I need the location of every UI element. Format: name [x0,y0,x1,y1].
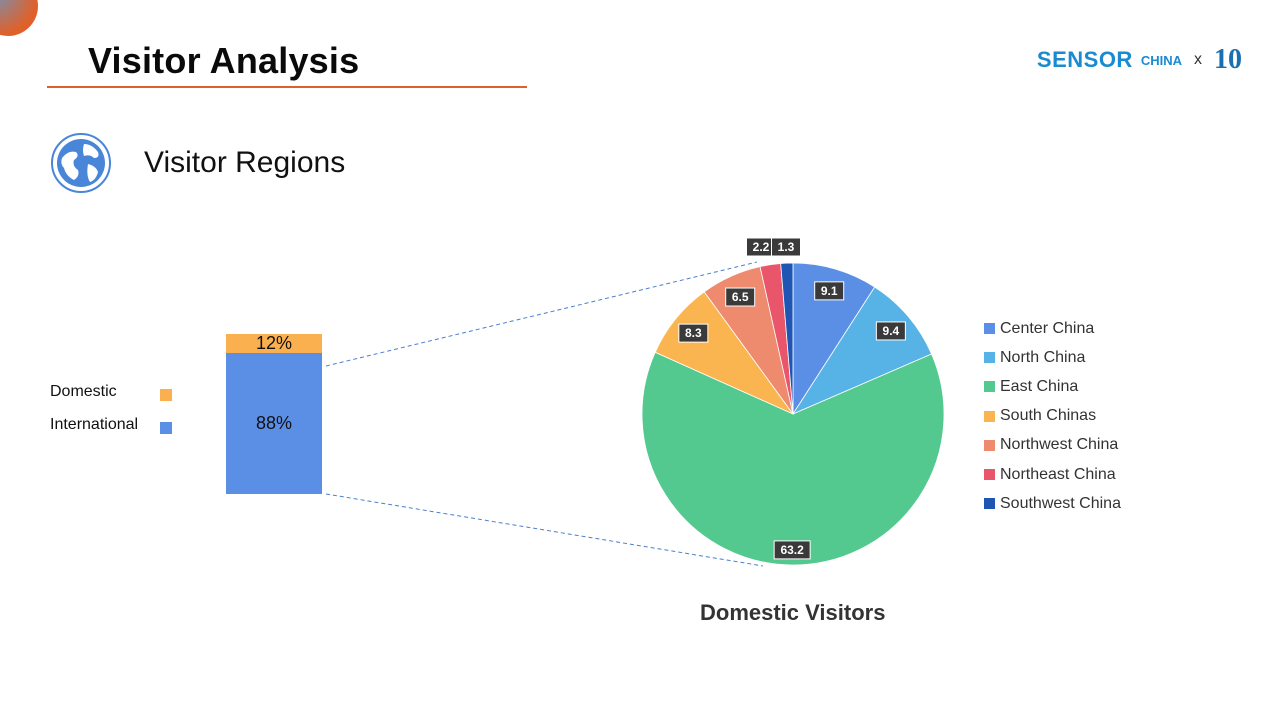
pie-data-label: 2.2 [746,237,776,257]
logo-separator: x [1194,51,1202,68]
connector-line-bottom [325,493,764,567]
legend-label: North China [1000,348,1086,366]
svg-text:6.5: 6.5 [732,290,749,304]
page-title: Visitor Analysis [88,40,360,81]
svg-text:9.4: 9.4 [883,324,900,338]
legend-swatch [984,469,995,481]
legend-item: Southwest China [984,489,1121,518]
pie-slice [792,262,876,416]
pie-data-label: 63.2 [773,540,811,560]
svg-text:9.1: 9.1 [821,284,838,298]
title-underline [47,86,527,88]
brand-logo: SENSOR CHINA x 10 [1037,42,1242,78]
legend-label: Southwest China [1000,494,1121,512]
pie-slice [780,262,794,415]
pie-legend: Center China North China East China Sout… [984,314,1121,518]
legend-label: Northwest China [1000,436,1119,454]
svg-text:8.3: 8.3 [685,326,702,340]
pie-slice [791,286,933,415]
pie-data-label: 6.5 [725,287,756,307]
legend-item: South Chinas [984,402,1121,431]
svg-text:2.2: 2.2 [753,240,770,254]
legend-item: Northeast China [984,460,1121,489]
legend-item: Center China [984,314,1121,343]
logo-anniversary: 10 [1214,44,1242,75]
pie-data-labels: 9.1 9.4 63.2 8.3 6.5 2.2 1.3 [678,237,906,560]
legend-item: East China [984,372,1121,401]
legend-item: Northwest China [984,431,1121,460]
section-header: Visitor Regions [50,132,345,194]
pie-data-label: 1.3 [771,237,801,257]
legend-item-international: International [50,416,172,449]
legend-swatch [984,410,995,422]
legend-swatch [984,439,995,451]
pie-chart-title: Domestic Visitors [700,600,886,625]
legend-label: Center China [1000,319,1095,337]
pie-slice [641,351,945,566]
pie-data-label: 9.1 [814,281,845,301]
legend-label: Northeast China [1000,465,1116,483]
globe-icon [51,133,111,193]
legend-item-domestic: Domestic [50,383,172,416]
legend-item: North China [984,343,1121,372]
svg-text:1.3: 1.3 [778,240,795,254]
legend-swatch [984,381,995,393]
connector-line-top [325,261,758,367]
pie-data-label: 9.4 [875,321,906,341]
legend-swatch [984,498,995,510]
pie-chart [641,262,945,566]
legend-swatch [160,422,172,434]
legend-swatch [984,352,995,364]
bar-segment-domestic: 12% [226,333,322,353]
legend-label: East China [1000,377,1079,395]
section-title: Visitor Regions [144,146,346,179]
svg-text:63.2: 63.2 [780,543,804,557]
legend-label: International [50,416,139,433]
stacked-bar: 12% 88% [226,333,322,494]
legend-swatch [984,323,995,335]
legend-label: Domestic [50,383,117,400]
stack-legend: Domestic International [50,383,172,449]
legend-swatch [160,389,172,401]
bar-segment-international: 88% [226,353,322,494]
logo-brand-suffix: CHINA [1140,52,1182,68]
pie-data-label: 8.3 [678,323,709,343]
logo-brand: SENSOR [1036,47,1133,72]
legend-label: South Chinas [1000,407,1097,425]
